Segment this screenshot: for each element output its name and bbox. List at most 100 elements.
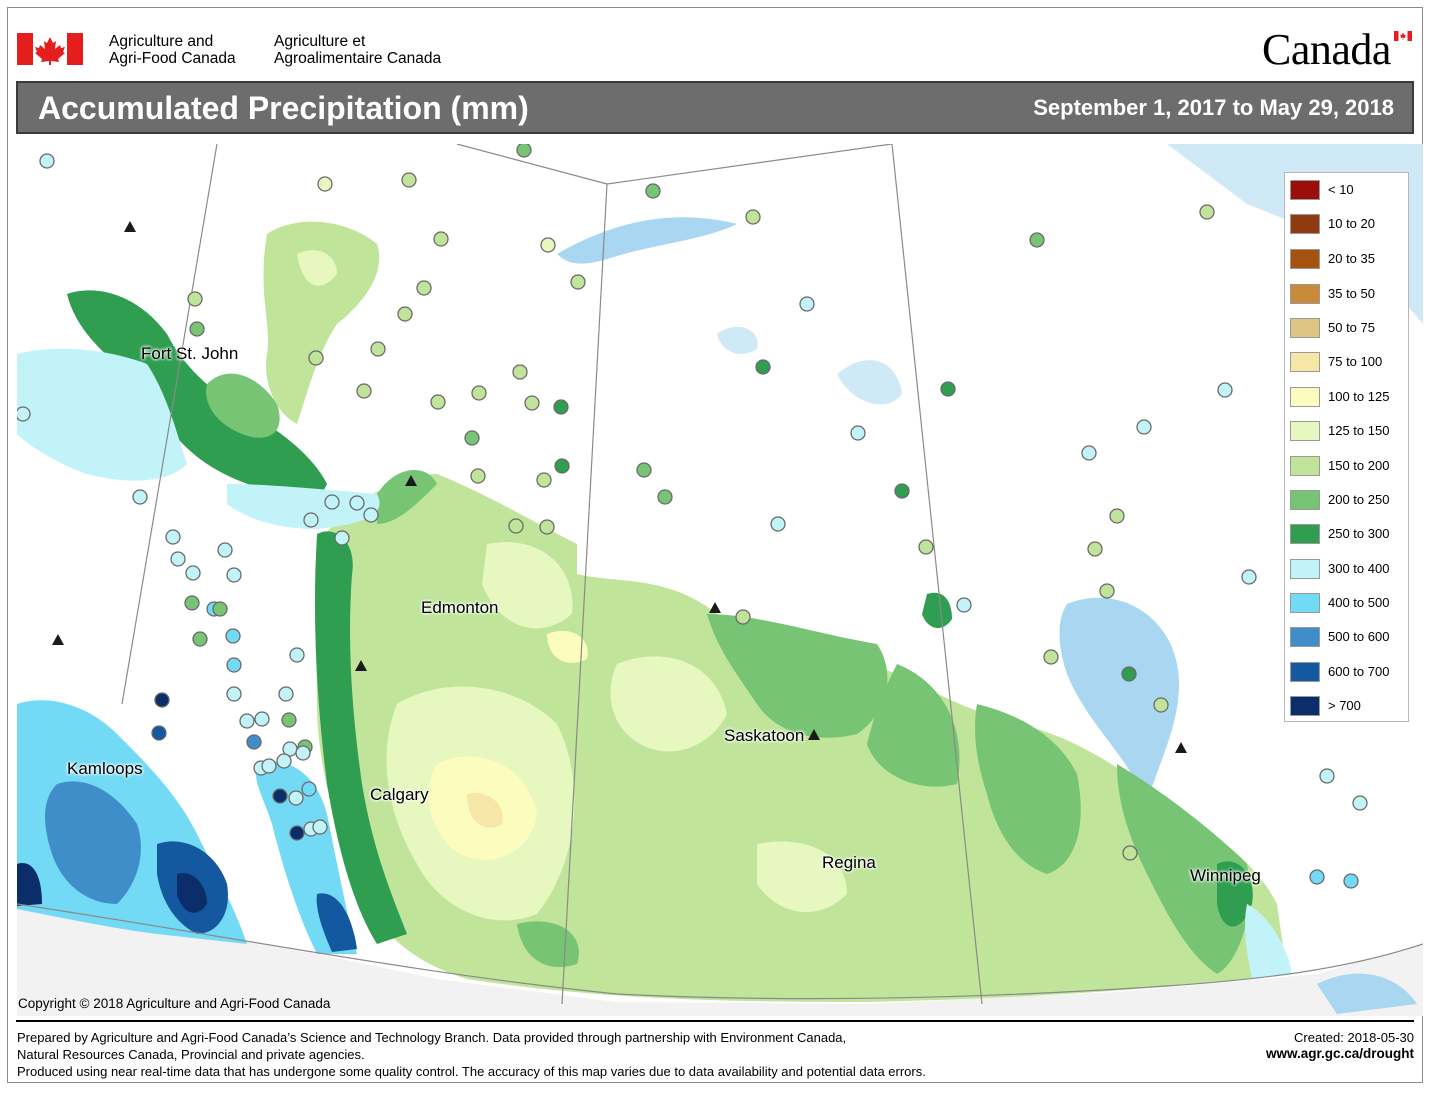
- legend-item: 250 to 300: [1290, 523, 1405, 545]
- station-dot: [1081, 445, 1097, 461]
- department-name-en: Agriculture and Agri-Food Canada: [109, 33, 236, 67]
- legend-item: 50 to 75: [1290, 317, 1405, 339]
- precip-zone-250-300: [922, 592, 952, 629]
- station-dot: [1121, 666, 1137, 682]
- legend-item: 100 to 125: [1290, 386, 1405, 408]
- station-dot: [940, 381, 956, 397]
- legend-swatch: [1290, 662, 1320, 682]
- city-marker-edmonton: [405, 475, 417, 486]
- map-title: Accumulated Precipitation (mm): [38, 90, 529, 126]
- city-marker-regina: [808, 729, 820, 740]
- station-dot: [850, 425, 866, 441]
- legend-item: 400 to 500: [1290, 592, 1405, 614]
- station-dot: [1199, 204, 1215, 220]
- station-dot: [1153, 697, 1169, 713]
- legend-item: > 700: [1290, 695, 1405, 717]
- precip-zone-over-700-west: [17, 863, 42, 906]
- city-label-calgary: Calgary: [370, 785, 429, 804]
- precip-zone-200-250: [377, 470, 437, 524]
- station-dot: [39, 153, 55, 169]
- canada-wordmark: Canada: [1262, 25, 1391, 74]
- station-dot: [397, 306, 413, 322]
- precip-zone-75-100: [467, 793, 503, 828]
- station-dot: [433, 231, 449, 247]
- station-dot: [212, 601, 228, 617]
- station-dot: [349, 495, 365, 511]
- footer-notes: Prepared by Agriculture and Agri-Food Ca…: [17, 1029, 1167, 1080]
- station-dot: [226, 567, 242, 583]
- legend-label: 100 to 125: [1328, 389, 1390, 404]
- header: Agriculture and Agri-Food Canada Agricul…: [0, 0, 1432, 80]
- precip-zone-600-700-rockies: [316, 893, 357, 952]
- station-dot: [553, 399, 569, 415]
- city-marker-fort-st-john: [124, 221, 136, 232]
- station-dot: [464, 430, 480, 446]
- copyright-text: Copyright © 2018 Agriculture and Agri-Fo…: [18, 996, 331, 1011]
- station-dot: [192, 631, 208, 647]
- legend-swatch: [1290, 524, 1320, 544]
- station-dot: [170, 551, 186, 567]
- station-dot: [745, 209, 761, 225]
- precip-zone-250-300-north: [67, 290, 327, 504]
- station-dot: [363, 507, 379, 523]
- department-fr-line2: Agroalimentaire Canada: [274, 50, 442, 67]
- legend-item: 75 to 100: [1290, 351, 1405, 373]
- map-svg: [17, 144, 1423, 1016]
- station-dot: [1109, 508, 1125, 524]
- department-name-fr: Agriculture et Agroalimentaire Canada: [274, 33, 441, 67]
- station-dot: [246, 734, 262, 750]
- precip-zone-300-400-north: [17, 348, 187, 481]
- city-marker-calgary: [355, 660, 367, 671]
- station-dot: [570, 274, 586, 290]
- station-dot: [1352, 795, 1368, 811]
- station-dot: [416, 280, 432, 296]
- station-dot: [254, 711, 270, 727]
- precip-zone-250-300: [1217, 861, 1253, 927]
- station-dot: [645, 183, 661, 199]
- city-marker-kamloops: [52, 634, 64, 645]
- station-dot: [1043, 649, 1059, 665]
- legend-label: 50 to 75: [1328, 320, 1375, 335]
- station-dot: [288, 790, 304, 806]
- station-dot: [308, 350, 324, 366]
- legend-swatch: [1290, 214, 1320, 234]
- city-label-edmonton: Edmonton: [421, 598, 499, 617]
- station-dot: [1309, 869, 1325, 885]
- city-marker-winnipeg: [1175, 742, 1187, 753]
- northern-lake: [717, 326, 758, 354]
- station-dot: [512, 364, 528, 380]
- station-dot: [430, 394, 446, 410]
- ab-sk-border: [561, 183, 608, 1005]
- station-dot: [516, 144, 532, 158]
- lake-athabasca: [557, 217, 737, 264]
- station-dot: [524, 395, 540, 411]
- city-label-kamloops: Kamloops: [67, 759, 143, 778]
- city-label-saskatoon: Saskatoon: [724, 726, 805, 745]
- precip-zone-125-150: [757, 841, 847, 913]
- station-dot: [1136, 419, 1152, 435]
- station-dot: [289, 647, 305, 663]
- precip-zone-300-400-east: [1244, 904, 1292, 979]
- legend-item: 300 to 400: [1290, 558, 1405, 580]
- station-dot: [770, 516, 786, 532]
- legend-item: 125 to 150: [1290, 420, 1405, 442]
- lake-winnipeg: [1059, 597, 1180, 804]
- map-canvas: [17, 144, 1423, 1016]
- city-marker-saskatoon: [709, 602, 721, 613]
- station-dot: [289, 825, 305, 841]
- station-dot: [539, 519, 555, 535]
- legend-label: > 700: [1328, 698, 1361, 713]
- sk-mb-border: [891, 144, 983, 1005]
- legend-label: 600 to 700: [1328, 664, 1390, 679]
- website-link[interactable]: www.agr.gc.ca/drought: [1265, 1046, 1414, 1061]
- precip-zone-125-150-peace: [297, 250, 337, 286]
- station-dot: [225, 628, 241, 644]
- station-dot: [894, 483, 910, 499]
- station-dot: [471, 385, 487, 401]
- station-dot: [1087, 541, 1103, 557]
- station-dot: [217, 542, 233, 558]
- legend-label: 150 to 200: [1328, 458, 1390, 473]
- station-dot: [281, 712, 297, 728]
- station-dot: [17, 406, 31, 422]
- footer-line: Natural Resources Canada, Provincial and…: [17, 1047, 365, 1062]
